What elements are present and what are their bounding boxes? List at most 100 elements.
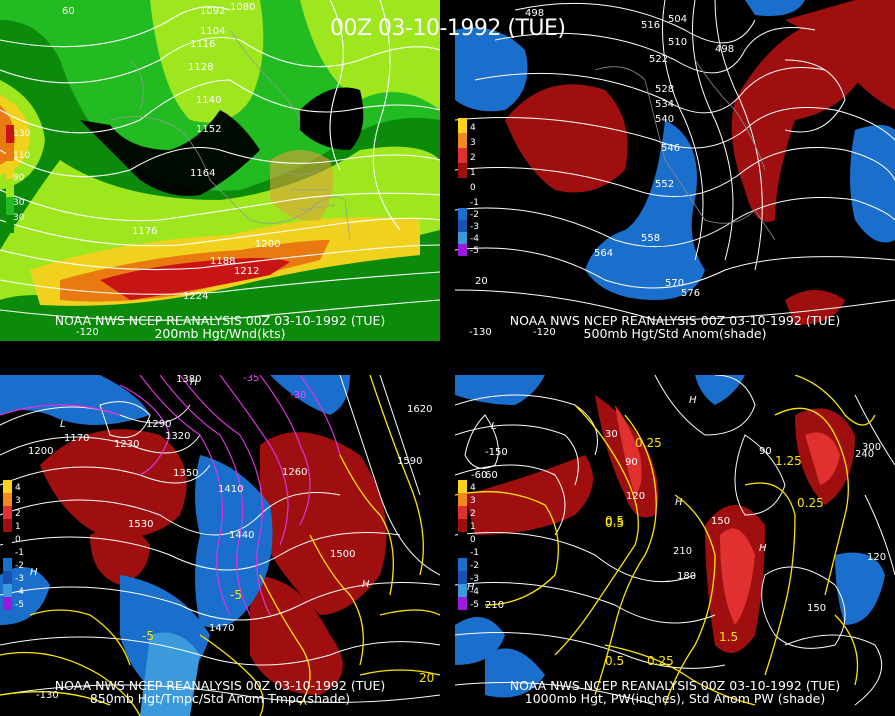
high-marker: H: [30, 567, 38, 578]
cb-label: -3: [15, 574, 24, 584]
axis-tick: -120: [533, 327, 556, 338]
cb-label: -4: [15, 587, 24, 597]
contour-label: 1212: [234, 266, 259, 277]
cb-label: -1: [15, 548, 24, 558]
contour-label: 150: [711, 516, 730, 527]
temp-label: -5: [142, 629, 154, 643]
caption-line2: 850mb Hgt/Tmpc/Std Anom Tmpc(shade): [89, 691, 351, 706]
contour-label: 504: [668, 14, 687, 25]
contour-label: 1104: [200, 26, 225, 37]
contour-label: 534: [655, 99, 674, 110]
high-marker: H: [190, 377, 198, 388]
contour-label: 1170: [64, 433, 89, 444]
contour-label: 150: [807, 603, 826, 614]
cb-label: 3: [15, 496, 21, 506]
caption-line1: NOAA NWS NCEP REANALYSIS 00Z 03-10-1992 …: [54, 313, 386, 328]
axis-tick: -130: [469, 327, 492, 338]
cb-label: 30: [13, 213, 25, 223]
cb-label: -4: [470, 234, 479, 244]
contour-label: 552: [655, 179, 674, 190]
cb-label: -4: [470, 587, 479, 597]
cb-label: -1: [470, 548, 479, 558]
contour-label: 498: [715, 44, 734, 55]
contour-label: -60: [471, 470, 487, 481]
contour-label: 210: [485, 600, 504, 611]
contour-label: 120: [626, 491, 645, 502]
contour-label: 300: [862, 442, 881, 453]
cb-label: -2: [15, 561, 24, 571]
contour-label: 1200: [28, 446, 53, 457]
cb-label: 2: [470, 509, 476, 519]
colorbar-850: 4 3 2 1 0 -1 -2 -3 -4 -5: [3, 480, 24, 610]
panel-500mb: 4 3 2 1 0 -1 -2 -3 -4 -5 498 504 510 516…: [455, 0, 895, 341]
contour-label: -150: [485, 447, 508, 458]
cb-label: -3: [470, 574, 479, 584]
low-marker: L: [60, 419, 66, 430]
cb-label: 90: [13, 173, 25, 183]
cb-label: 130: [13, 129, 30, 139]
contour-label: 1260: [282, 467, 307, 478]
high-marker: H: [467, 582, 475, 593]
contour-label: 1350: [173, 468, 198, 479]
high-marker: H: [675, 497, 683, 508]
cb-label: 4: [470, 483, 476, 493]
cb-label: -2: [470, 210, 479, 220]
temp-label: 20: [419, 671, 434, 685]
cb-label: -5: [470, 246, 479, 256]
panel-850mb: 4 3 2 1 0 -1 -2 -3 -4 -5 1170 1200 1290 …: [0, 375, 440, 716]
contour-label: 1500: [330, 549, 355, 560]
contour-label: 1380: [176, 375, 201, 385]
map-1000mb: 4 3 2 1 0 -1 -2 -3 -4 -5 -150 -60 30 60 …: [455, 375, 895, 716]
temp-label: -5: [230, 588, 242, 602]
map-title: 00Z 03-10-1992 (TUE): [330, 16, 566, 41]
map-500mb: 4 3 2 1 0 -1 -2 -3 -4 -5 498 504 510 516…: [455, 0, 895, 341]
colorbar-1000: 4 3 2 1 0 -1 -2 -3 -4 -5: [458, 480, 479, 610]
contour-label: 1188: [210, 256, 235, 267]
contour-label: 1164: [190, 168, 215, 179]
cb-label: -5: [15, 600, 24, 610]
contour-label: 546: [661, 143, 680, 154]
caption-1000mb: NOAA NWS NCEP REANALYSIS 00Z 03-10-1992 …: [455, 679, 895, 705]
contour-label: 540: [655, 114, 674, 125]
contour-label: 528: [655, 84, 674, 95]
pw-label: 0.25: [647, 654, 674, 668]
caption-line2: 200mb Hgt/Wnd(kts): [154, 326, 286, 341]
high-marker: H: [759, 543, 767, 554]
contour-label: 576: [681, 288, 700, 299]
contour-label: 1176: [132, 226, 157, 237]
contour-label: 510: [668, 37, 687, 48]
contour-label: 1116: [190, 39, 215, 50]
high-marker: H: [362, 579, 370, 590]
contour-label: 1224: [183, 291, 208, 302]
cb-label: 4: [470, 123, 476, 133]
contour-label: 240: [855, 449, 874, 460]
cb-label: 0: [15, 535, 21, 545]
high-marker: H: [689, 395, 697, 406]
cb-label: -1: [470, 198, 479, 208]
contour-label: 564: [594, 248, 613, 259]
contour-label: 1080: [230, 2, 255, 13]
contour-label: 1092: [200, 6, 225, 17]
contour-label: 90: [759, 446, 772, 457]
contour-label: 1620: [407, 404, 432, 415]
contour-label: 1470: [209, 623, 234, 634]
cb-label: 3: [470, 138, 476, 148]
contour-label: 1128: [188, 62, 213, 73]
pw-label: 0.5: [605, 654, 624, 668]
pw-label: 0.5: [605, 516, 624, 530]
cb-label: -3: [470, 222, 479, 232]
axis-tick: 60: [62, 6, 75, 17]
map-200mb: 130 110 90 30 30 1080 1092 1104 1116 112…: [0, 0, 440, 341]
contour-label: 1152: [196, 124, 221, 135]
caption-line1: NOAA NWS NCEP REANALYSIS 00Z 03-10-1992 …: [54, 678, 386, 693]
cb-label: 30: [13, 198, 25, 208]
contour-label: 1140: [196, 95, 221, 106]
contour-label: 522: [649, 54, 668, 65]
cb-label: 4: [15, 483, 21, 493]
axis-tick: -120: [76, 327, 99, 338]
cb-label: -2: [470, 561, 479, 571]
contour-label: 1320: [165, 431, 190, 442]
contour-label: 180: [677, 571, 696, 582]
contour-label: 516: [641, 20, 660, 31]
contour-label: 1530: [128, 519, 153, 530]
